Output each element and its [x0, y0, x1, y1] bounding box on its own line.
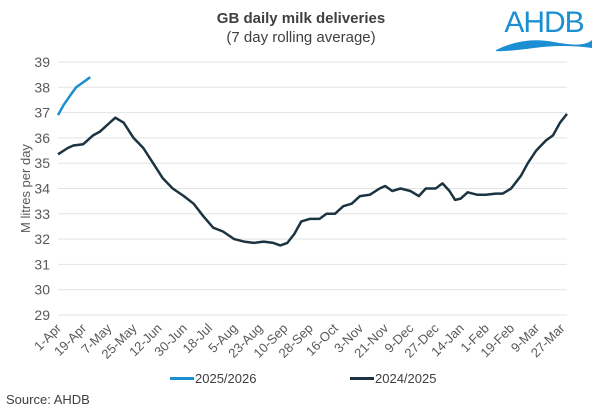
wave-icon	[496, 40, 592, 52]
svg-text:AHDB: AHDB	[504, 6, 583, 39]
legend-swatch	[350, 377, 374, 380]
series-line-2025-2026	[56, 76, 91, 116]
y-tick-label: 35	[34, 155, 50, 171]
y-tick-label: 31	[34, 256, 50, 272]
y-tick-label: 37	[34, 105, 50, 121]
y-tick-label: 38	[34, 79, 50, 95]
y-tick-label: 36	[34, 130, 50, 146]
y-axis-label: M litres per day	[18, 144, 33, 233]
legend-item-2025-2026: 2025/2026	[170, 371, 256, 386]
ahdb-logo: AHDB	[496, 6, 592, 52]
legend-label: 2024/2025	[375, 371, 437, 386]
y-tick-label: 30	[34, 282, 50, 298]
source-note: Source: AHDB	[6, 392, 90, 407]
legend-swatch	[170, 377, 194, 380]
y-tick-label: 32	[34, 231, 50, 247]
y-tick-label: 39	[34, 54, 50, 70]
y-tick-label: 29	[34, 307, 50, 323]
legend-item-2024-2025: 2024/2025	[350, 371, 436, 386]
chart-title: GB daily milk deliveries	[216, 10, 386, 27]
y-tick-label: 33	[34, 206, 50, 222]
series-line-2024-2025	[57, 113, 568, 247]
legend-label: 2025/2026	[195, 371, 257, 386]
y-tick-label: 34	[34, 181, 50, 197]
chart-subtitle: (7 day rolling average)	[226, 29, 376, 46]
